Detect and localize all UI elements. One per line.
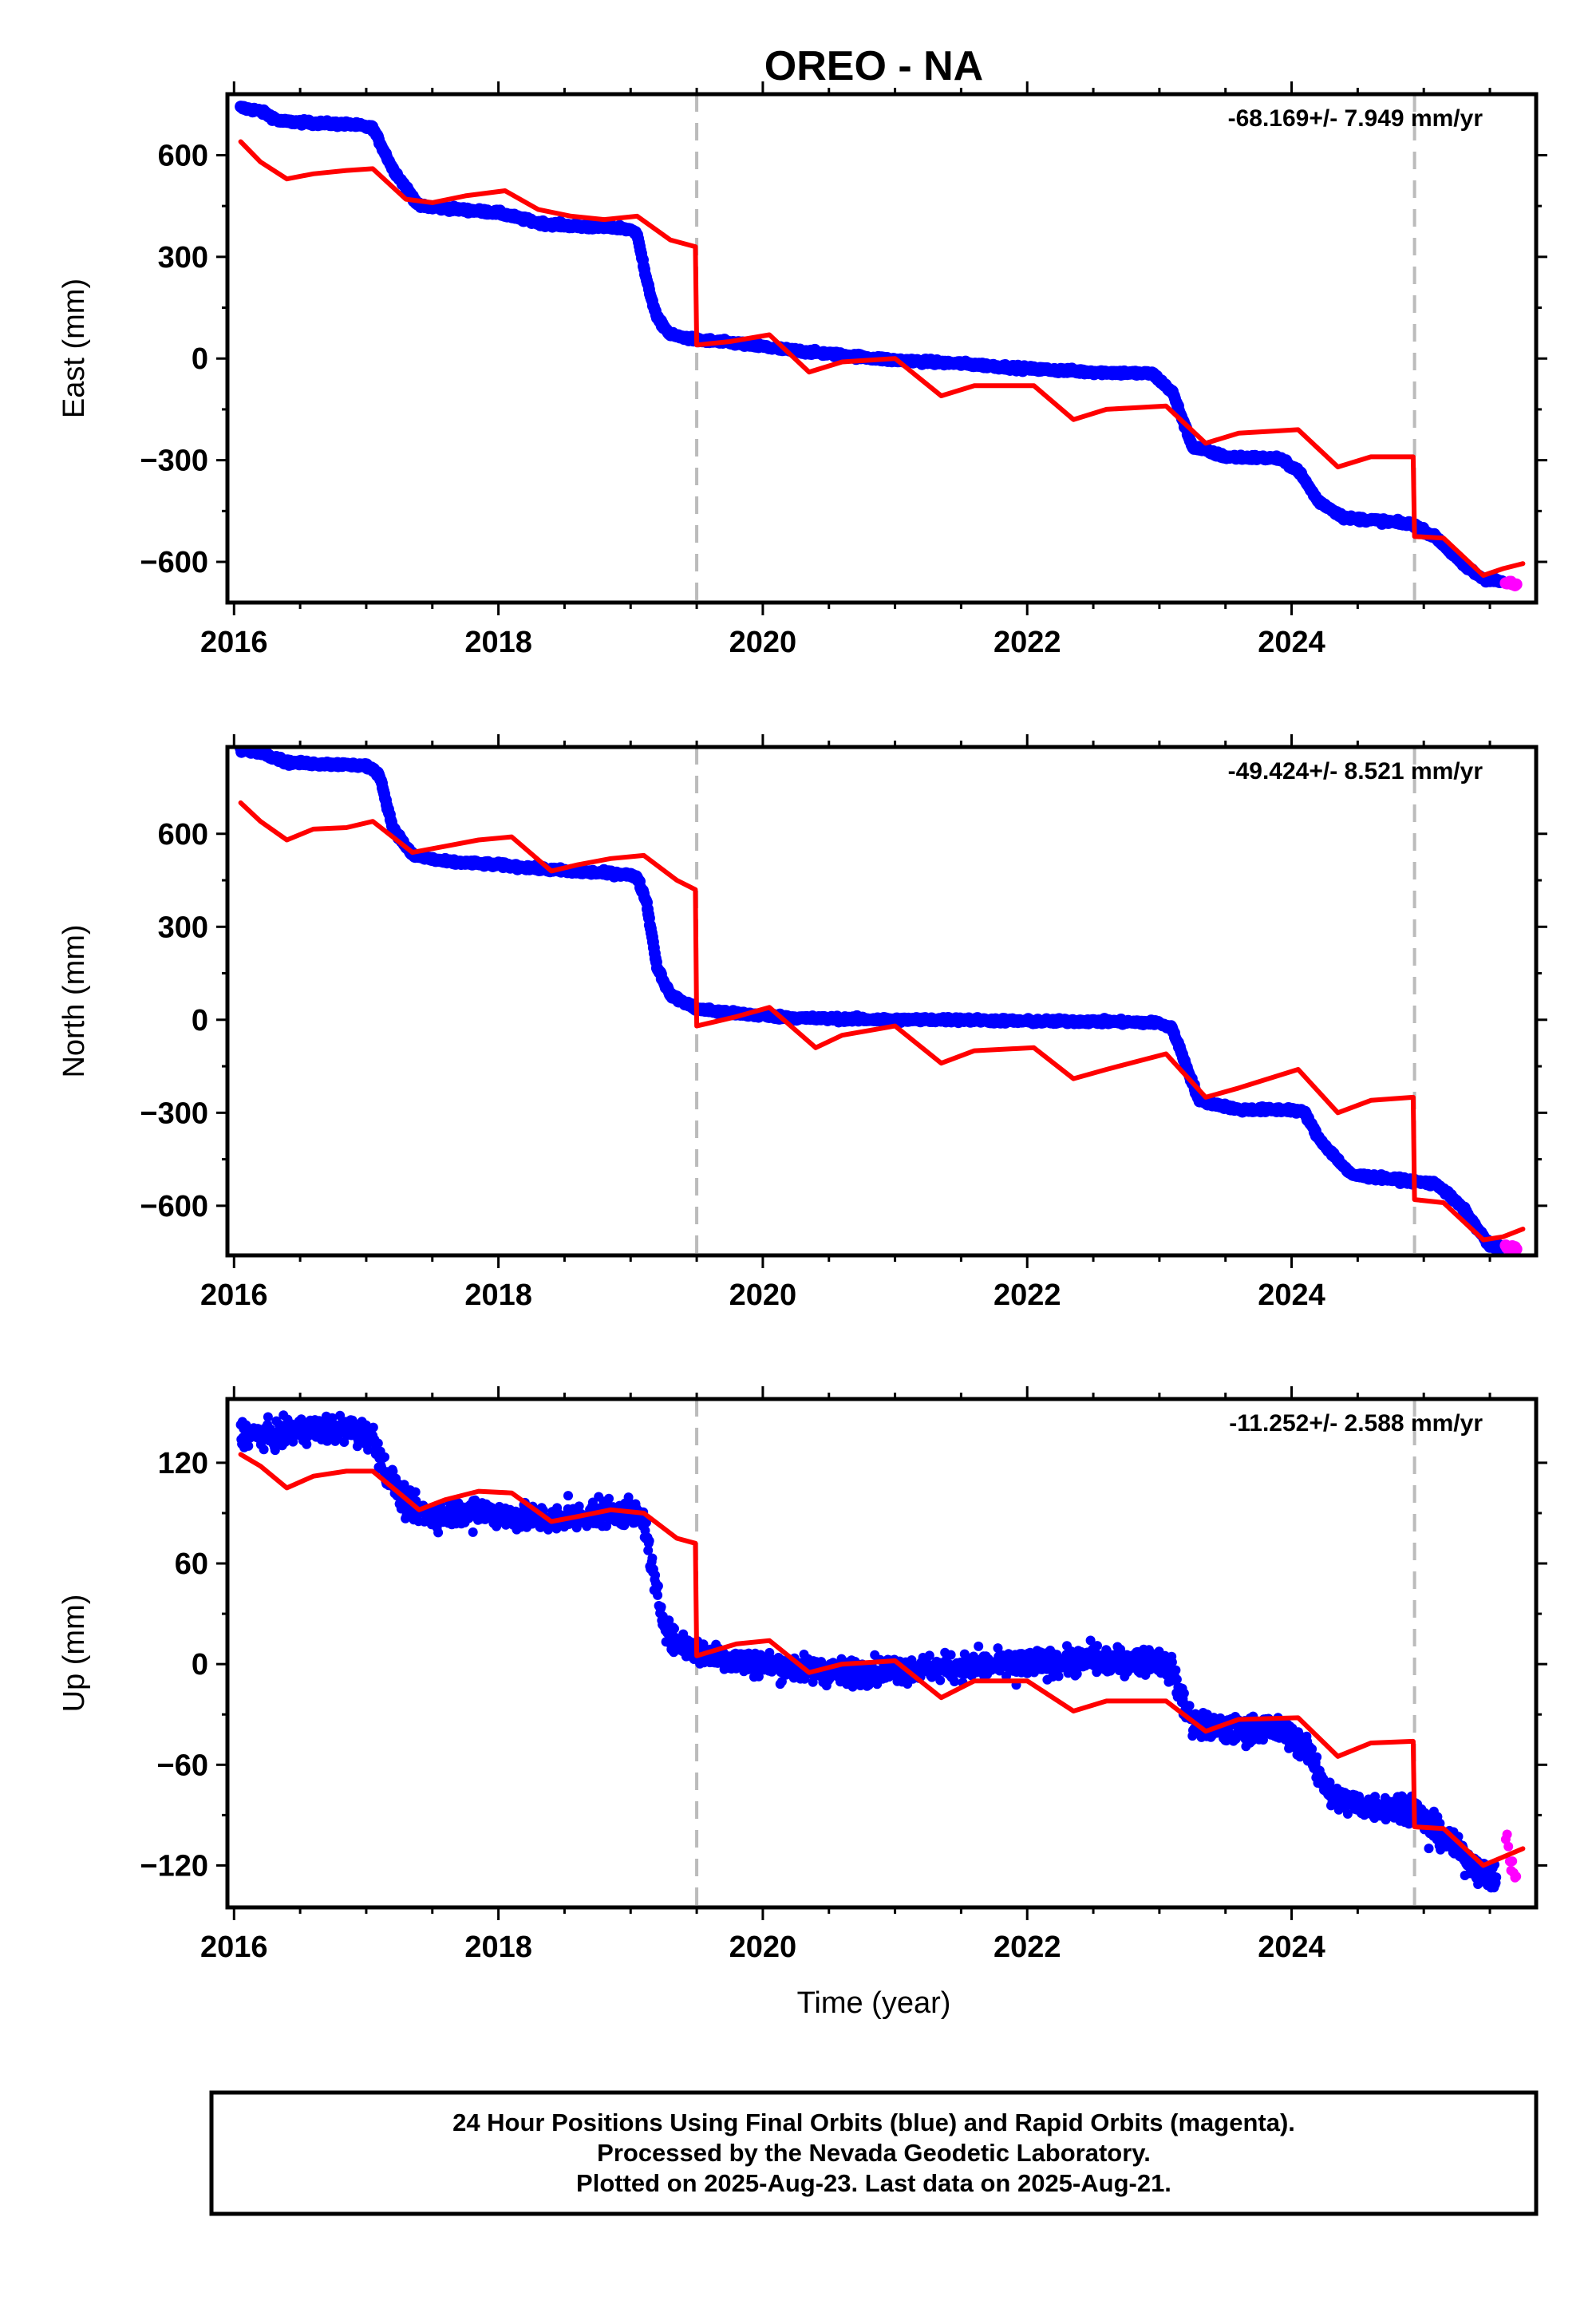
final-orbit-point [808,1677,818,1687]
x-tick-label: 2024 [1258,626,1325,659]
chart-title: OREO - NA [764,43,983,89]
plot-area [235,747,1526,1255]
final-orbit-point [1116,1644,1126,1654]
y-tick-label: −600 [140,546,208,579]
final-orbit-point [410,1487,421,1497]
final-orbit-point [380,1452,389,1462]
final-orbit-point [764,1647,775,1658]
final-orbit-point [993,1643,1003,1654]
rapid-orbit-point [1510,1243,1523,1255]
model-line [238,800,1526,1243]
x-tick-label: 2024 [1258,1279,1325,1312]
rapid-orbit-series [1499,575,1523,591]
final-orbit-point [259,1445,269,1455]
final-orbit-point [1171,1674,1182,1685]
rate-label: -68.169+/- 7.949 mm/yr [1228,105,1483,132]
y-axis-label: East (mm) [57,279,91,418]
x-tick-label: 2018 [464,626,532,659]
final-orbit-point [574,1501,584,1512]
final-orbit-point [946,1650,956,1660]
y-tick-label: −600 [140,1190,208,1223]
final-orbit-point [656,1602,666,1612]
panel-north: 600 300 0 −300 −600 2016 2018 2020 2022 2024 North… [57,734,1547,1312]
final-orbit-point [243,1441,254,1451]
x-tick-label: 2016 [200,1279,268,1312]
x-tick-label: 2022 [994,1279,1061,1312]
x-tick-label: 2022 [994,626,1061,659]
final-orbit-point [1184,1701,1195,1711]
final-orbit-series [235,101,1509,588]
y-axis-label: North (mm) [57,924,91,1077]
y-tick-label: 600 [158,139,208,172]
final-orbit-point [373,1438,383,1448]
final-orbit-point [642,1517,651,1528]
rapid-orbit-point [1510,578,1523,591]
final-orbit-point [551,1524,562,1534]
y-tick-label: 300 [158,241,208,275]
final-orbit-point [935,1675,946,1686]
x-tick-label: 2016 [200,626,268,659]
final-orbit-point [1105,1666,1116,1676]
final-orbit-point [604,1493,614,1504]
x-tick-label: 2018 [464,1279,532,1312]
final-orbit-point [644,1535,654,1546]
final-orbit-point [670,1623,679,1634]
final-orbit-series [235,747,1509,1255]
final-orbit-point [643,1545,654,1555]
final-orbit-point [302,1439,312,1449]
final-orbit-series [235,1410,1502,1893]
final-orbit-point [1171,1665,1181,1675]
final-orbit-point [1092,1641,1102,1651]
final-orbit-point [335,1410,346,1421]
panel-east: 600 300 0 −300 −600 2016 2018 2020 2022 2024 East … [57,81,1547,659]
final-orbit-point [263,1412,273,1422]
final-orbit-point [664,1615,674,1626]
final-orbit-point [363,1445,373,1455]
y-tick-label: 600 [158,818,208,852]
y-tick-label: 0 [192,342,208,376]
model-line [238,139,1526,578]
final-orbit-point [950,1677,960,1686]
final-orbit-point [368,1422,378,1433]
final-orbit-point [650,1570,661,1580]
plot-area [235,1410,1526,1893]
x-tick-label: 2020 [729,1279,797,1312]
panels-layer: 600 300 0 −300 −600 2016 2018 2020 2022 2024 East … [57,81,1547,1964]
plot-frame [225,745,1539,1258]
final-orbit-point [1072,1669,1082,1679]
y-tick-label: −300 [140,445,208,478]
y-tick-label: −300 [140,1097,208,1130]
plot-frame [225,92,1539,605]
final-orbit-point [647,1553,658,1563]
y-tick-label: 0 [192,1004,208,1037]
plot-area [235,101,1526,591]
final-orbit-point [1179,1688,1189,1698]
final-orbit-point [653,1590,663,1600]
final-orbit-point [653,1581,663,1591]
y-tick-label: 300 [158,911,208,944]
final-orbit-point [388,1466,398,1476]
x-tick-label: 2020 [729,626,797,659]
final-orbit-point [753,1671,764,1682]
rapid-orbit-series [1499,1239,1523,1255]
final-orbit-point [1053,1671,1064,1682]
final-orbit-point [433,1528,444,1538]
final-orbit-point [924,1650,934,1661]
rate-label: -49.424+/- 8.521 mm/yr [1228,758,1483,785]
final-orbit-point [1167,1657,1177,1667]
